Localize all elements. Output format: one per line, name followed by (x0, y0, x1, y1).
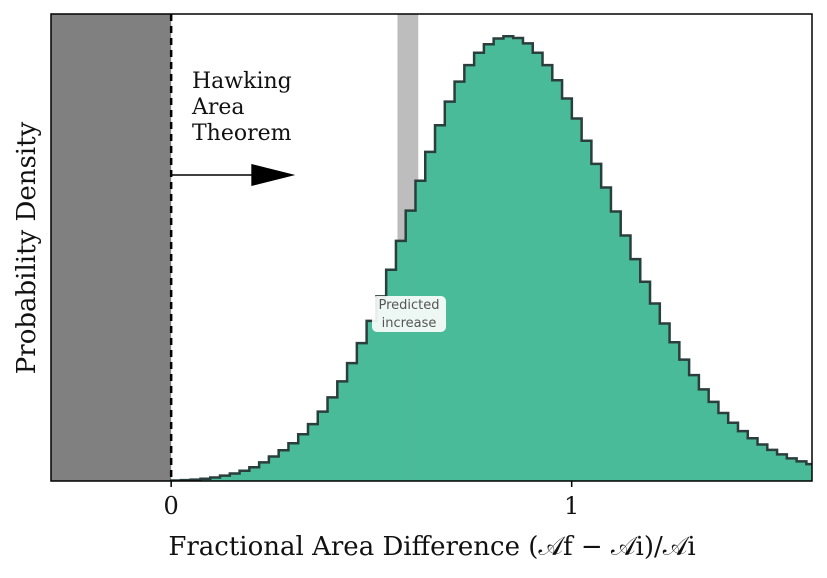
histogram-bin (464, 65, 475, 481)
histogram-bin (513, 38, 524, 481)
histogram-bin (601, 187, 612, 481)
histogram-bin (405, 210, 416, 481)
histogram-bin (757, 444, 768, 481)
predicted-label-line-2: increase (382, 316, 437, 331)
histogram-bin (229, 473, 240, 481)
annotation-line-1: Hawking (192, 69, 292, 94)
histogram-bin (386, 269, 397, 481)
histogram-bin (337, 381, 348, 481)
histogram-outline (169, 34, 812, 481)
histogram-bin (307, 424, 319, 481)
histogram-bin (210, 477, 221, 481)
axes-frame (50, 13, 813, 482)
histogram-bin (298, 434, 309, 481)
histogram-bin (288, 443, 299, 481)
histogram-bars (171, 36, 812, 481)
histogram-bin (786, 458, 798, 481)
x-axis-label: Fractional Area Difference (𝒜f − 𝒜i)/𝒜i (168, 532, 695, 562)
histogram-bin (571, 118, 583, 481)
annotation-line-2: Area (191, 95, 245, 120)
histogram-bin (259, 462, 270, 481)
histogram-bin (317, 411, 328, 481)
annotation-line-3: Theorem (192, 121, 292, 146)
histogram-bin (220, 475, 231, 481)
histogram-bin (522, 43, 534, 481)
x-tick-label: 1 (564, 492, 579, 520)
histogram-bin (659, 323, 670, 481)
histogram-bin (376, 296, 387, 481)
histogram-bin (718, 412, 729, 481)
predicted-increase-label: Predicted increase (372, 296, 446, 332)
histogram-bin (239, 470, 250, 481)
histogram-bin (268, 456, 280, 481)
predicted-label-background (372, 296, 446, 332)
histogram-bin (278, 450, 289, 481)
histogram-bin (698, 389, 710, 481)
histogram-bin (474, 52, 485, 481)
y-axis-label: Probability Density (12, 121, 42, 374)
predicted-label-line-1: Predicted (378, 298, 439, 313)
histogram-bin (542, 65, 553, 481)
x-tick-label: 0 (164, 492, 179, 520)
excluded-region (51, 14, 172, 481)
hawking-annotation: Hawking Area Theorem (171, 69, 296, 186)
histogram-bin (737, 431, 749, 481)
histogram-bin (630, 259, 641, 481)
histogram-bin (777, 454, 788, 481)
histogram-bin (610, 211, 622, 481)
histogram-bin (249, 467, 260, 481)
histogram-bin (728, 422, 739, 481)
histogram-bin (327, 397, 338, 481)
histogram-bin (562, 98, 573, 481)
histogram-bin (767, 449, 778, 481)
histogram-bin (366, 320, 377, 481)
histogram-bin (669, 342, 680, 481)
histogram-bin (454, 81, 465, 481)
histogram-bin (552, 80, 563, 481)
histogram-bin (347, 363, 358, 481)
histogram-bin (708, 401, 719, 481)
histogram-bin (395, 240, 407, 481)
histogram-bin (640, 281, 651, 481)
histogram-bin (532, 52, 543, 481)
histogram-bin (444, 101, 455, 481)
histogram-bin (493, 38, 504, 481)
histogram-bin (747, 438, 758, 481)
histogram-bin (806, 464, 812, 481)
histogram-bin (650, 303, 661, 481)
histogram-bin (581, 140, 592, 481)
histogram-bin (689, 375, 700, 481)
annotation-arrow-head-icon (251, 164, 296, 186)
histogram-bin (356, 343, 368, 481)
histogram-bin (483, 44, 495, 481)
histogram-bin (503, 36, 514, 481)
histogram-bin (796, 461, 807, 481)
histogram-bin (679, 359, 690, 481)
histogram-bin (620, 235, 631, 481)
histogram-bin (591, 163, 602, 481)
